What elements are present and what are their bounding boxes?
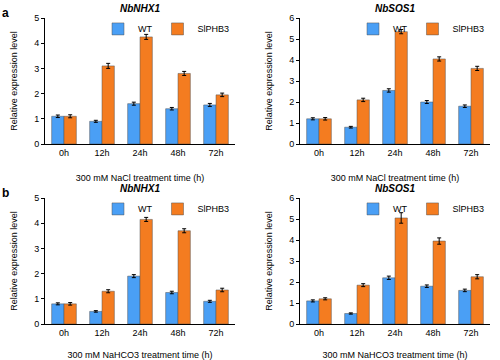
svg-text:4: 4 [289, 235, 294, 245]
svg-text:0h: 0h [314, 328, 324, 338]
svg-text:24h: 24h [132, 328, 147, 338]
svg-text:WT: WT [393, 204, 407, 214]
svg-text:2: 2 [289, 277, 294, 287]
svg-text:1: 1 [289, 118, 294, 128]
svg-text:NbNHX1: NbNHX1 [120, 183, 160, 194]
svg-text:5: 5 [34, 13, 39, 23]
svg-text:12h: 12h [349, 148, 364, 158]
svg-text:SlPHB3: SlPHB3 [197, 204, 229, 214]
svg-text:1: 1 [34, 294, 39, 304]
svg-text:3: 3 [289, 76, 294, 86]
svg-text:72h: 72h [208, 328, 223, 338]
svg-text:3: 3 [289, 256, 294, 266]
svg-text:24h: 24h [132, 148, 147, 158]
svg-text:0: 0 [34, 139, 39, 149]
svg-text:0h: 0h [59, 148, 69, 158]
svg-text:300 mM NaCl treatment time (h): 300 mM NaCl treatment time (h) [76, 173, 205, 183]
svg-text:72h: 72h [463, 148, 478, 158]
svg-text:SlPHB3: SlPHB3 [452, 204, 484, 214]
svg-text:12h: 12h [94, 328, 109, 338]
svg-text:0h: 0h [314, 148, 324, 158]
svg-text:48h: 48h [170, 148, 185, 158]
svg-text:6: 6 [289, 193, 294, 203]
svg-text:NbSOS1: NbSOS1 [375, 183, 415, 194]
svg-text:NbSOS1: NbSOS1 [375, 3, 415, 14]
svg-text:6: 6 [289, 13, 294, 23]
svg-text:48h: 48h [425, 328, 440, 338]
svg-text:Relative expression level: Relative expression level [9, 31, 19, 131]
svg-text:0: 0 [34, 319, 39, 329]
svg-text:24h: 24h [387, 328, 402, 338]
svg-text:Relative expression level: Relative expression level [264, 31, 274, 131]
svg-text:2: 2 [34, 269, 39, 279]
svg-text:2: 2 [34, 89, 39, 99]
svg-text:4: 4 [34, 218, 39, 228]
svg-text:1: 1 [34, 114, 39, 124]
svg-text:Relative expression level: Relative expression level [9, 211, 19, 311]
svg-text:4: 4 [289, 55, 294, 65]
svg-text:5: 5 [289, 214, 294, 224]
svg-text:0: 0 [289, 319, 294, 329]
svg-text:300 mM NaHCO3 treatment time (: 300 mM NaHCO3 treatment time (h) [67, 350, 212, 360]
svg-text:4: 4 [34, 38, 39, 48]
svg-text:3: 3 [34, 244, 39, 254]
svg-text:300 mM NaCl treatment time (h): 300 mM NaCl treatment time (h) [331, 173, 460, 183]
svg-text:5: 5 [34, 193, 39, 203]
svg-text:a: a [2, 6, 9, 20]
svg-text:0h: 0h [59, 328, 69, 338]
svg-text:12h: 12h [94, 148, 109, 158]
svg-text:3: 3 [34, 64, 39, 74]
svg-text:b: b [2, 186, 9, 200]
svg-text:2: 2 [289, 97, 294, 107]
svg-text:48h: 48h [425, 148, 440, 158]
svg-text:24h: 24h [387, 148, 402, 158]
svg-text:1: 1 [289, 298, 294, 308]
svg-text:WT: WT [393, 24, 407, 34]
svg-text:NbNHX1: NbNHX1 [120, 3, 160, 14]
svg-text:0: 0 [289, 139, 294, 149]
svg-text:SlPHB3: SlPHB3 [452, 24, 484, 34]
svg-text:SlPHB3: SlPHB3 [197, 24, 229, 34]
svg-text:Relative expression level: Relative expression level [264, 211, 274, 311]
svg-text:72h: 72h [208, 148, 223, 158]
svg-text:48h: 48h [170, 328, 185, 338]
svg-text:300 mM NaHCO3 treatment time (: 300 mM NaHCO3 treatment time (h) [322, 350, 467, 360]
svg-text:5: 5 [289, 34, 294, 44]
svg-text:WT: WT [138, 204, 152, 214]
svg-text:WT: WT [138, 24, 152, 34]
svg-text:72h: 72h [463, 328, 478, 338]
svg-text:12h: 12h [349, 328, 364, 338]
